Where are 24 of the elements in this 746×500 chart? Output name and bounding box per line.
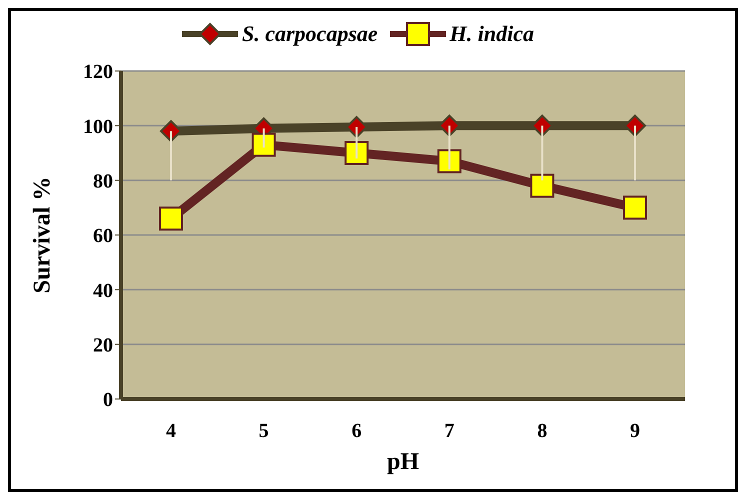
x-tick-label: 8	[537, 420, 548, 442]
y-tick-label: 100	[83, 116, 113, 138]
x-tick-label: 5	[258, 420, 269, 442]
point	[159, 206, 183, 231]
x-tick-label: 7	[444, 420, 454, 442]
point	[437, 149, 462, 174]
y-axis-title: Survival %	[30, 176, 56, 294]
point	[344, 141, 369, 165]
y-tick-label: 40	[93, 280, 113, 302]
y-tick-label: 0	[103, 389, 113, 412]
y-tick-label: 20	[93, 334, 113, 356]
x-tick-label: 4	[166, 420, 176, 442]
x-tick-label: 6	[352, 420, 362, 442]
point	[252, 132, 276, 157]
point	[624, 114, 646, 137]
x-tick-label: 9	[630, 420, 640, 442]
point	[530, 174, 554, 198]
y-tick-label: 60	[93, 225, 113, 248]
x-axis-title: pH	[386, 449, 420, 475]
point	[623, 196, 647, 220]
legend-label: H. indica	[448, 21, 534, 47]
y-tick-label: 80	[93, 170, 113, 192]
y-tick-label: 120	[83, 61, 113, 84]
legend-label: S. carpocapsae	[241, 21, 378, 47]
